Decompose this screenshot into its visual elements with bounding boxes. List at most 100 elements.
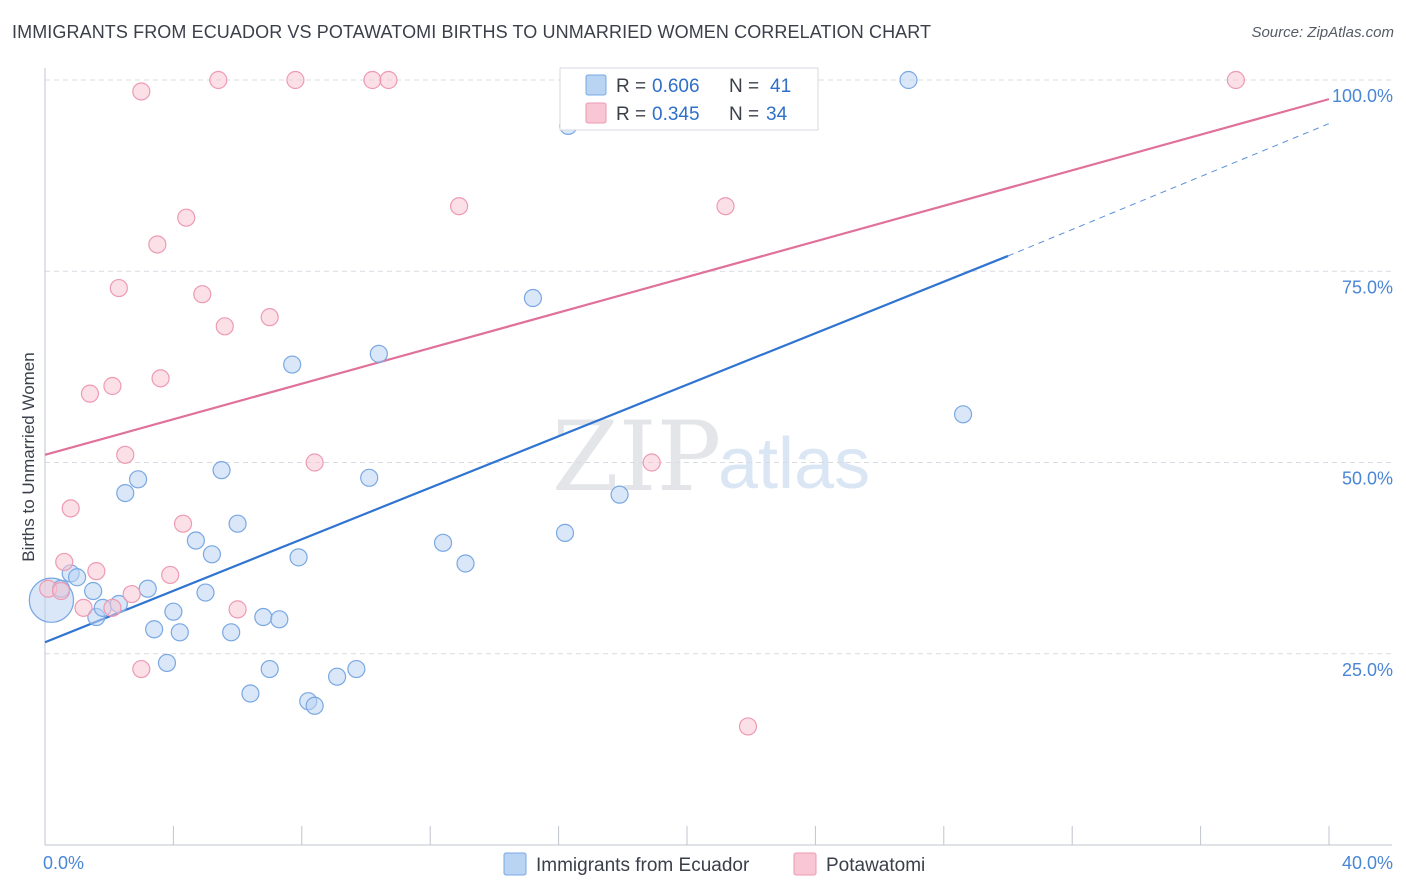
data-point-blue bbox=[433, 533, 453, 552]
data-point-pink bbox=[215, 317, 234, 336]
data-point-pink bbox=[87, 562, 106, 581]
data-point-pink bbox=[193, 285, 212, 304]
legend-r-value-pink: 0.345 bbox=[652, 104, 700, 125]
data-point-blue bbox=[170, 623, 189, 642]
data-point-pink bbox=[109, 278, 128, 298]
data-point-pink bbox=[55, 552, 74, 572]
axes bbox=[44, 68, 1392, 846]
data-point-blue bbox=[164, 602, 183, 621]
data-point-blue bbox=[116, 484, 135, 503]
series-legend-swatch-potawatomi bbox=[793, 852, 817, 876]
data-point-pink bbox=[228, 600, 247, 619]
y-axis-label: Births to Unmarried Women bbox=[19, 352, 38, 561]
chart-title: IMMIGRANTS FROM ECUADOR VS POTAWATOMI BI… bbox=[12, 22, 932, 42]
series-legend: Immigrants from Ecuador Potawatomi bbox=[503, 852, 925, 876]
series-potawatomi bbox=[39, 70, 1246, 736]
data-point-blue bbox=[523, 288, 543, 308]
watermark-zip: ZIP bbox=[552, 401, 721, 513]
legend-n-label-pink: N = bbox=[729, 104, 759, 125]
data-point-blue bbox=[202, 545, 222, 564]
data-point-pink bbox=[80, 384, 100, 403]
y-tick-labels: 25.0% 50.0% 75.0% 100.0% bbox=[1332, 86, 1393, 680]
data-point-blue bbox=[347, 659, 366, 679]
data-point-blue bbox=[128, 470, 148, 489]
data-point-blue bbox=[260, 659, 279, 679]
data-point-blue bbox=[241, 684, 260, 703]
data-point-pink bbox=[116, 445, 135, 464]
data-point-pink bbox=[103, 376, 122, 396]
trend-line-pink bbox=[44, 98, 1330, 456]
data-point-pink bbox=[449, 197, 469, 216]
data-point-pink bbox=[161, 565, 180, 585]
data-point-blue bbox=[157, 653, 177, 673]
data-point-pink bbox=[122, 584, 141, 604]
data-point-blue bbox=[212, 461, 231, 480]
data-point-blue bbox=[84, 581, 103, 601]
legend-r-value-blue: 0.606 bbox=[652, 76, 700, 97]
trend-lines bbox=[44, 98, 1330, 644]
data-point-blue bbox=[283, 355, 302, 374]
data-point-pink bbox=[177, 208, 196, 227]
data-point-blue bbox=[228, 514, 247, 533]
trend-line-extension-blue bbox=[1007, 123, 1330, 257]
data-point-blue bbox=[254, 607, 273, 627]
series-legend-swatch-ecuador bbox=[503, 852, 527, 876]
data-point-blue bbox=[289, 548, 308, 567]
legend-n-value-pink: 34 bbox=[766, 104, 788, 125]
data-point-blue bbox=[456, 554, 475, 573]
y-tick-label: 25.0% bbox=[1342, 660, 1393, 680]
data-point-blue bbox=[145, 620, 164, 639]
x-tick-label: 40.0% bbox=[1342, 853, 1393, 873]
data-point-blue bbox=[369, 344, 388, 363]
data-point-pink bbox=[642, 453, 661, 472]
data-point-pink bbox=[51, 581, 71, 601]
y-tick-label: 75.0% bbox=[1342, 277, 1393, 297]
legend-swatch-blue bbox=[585, 74, 607, 96]
data-point-pink bbox=[74, 598, 93, 617]
stats-legend: R = 0.606 N = 41 R = 0.345 N = 34 bbox=[559, 67, 819, 131]
data-point-pink bbox=[1226, 70, 1246, 90]
data-point-blue bbox=[138, 579, 157, 598]
data-point-pink bbox=[148, 235, 167, 254]
legend-swatch-pink bbox=[585, 102, 607, 124]
data-point-blue bbox=[67, 568, 87, 587]
series-immigrants-from-ecuador bbox=[28, 70, 973, 715]
gridlines bbox=[45, 79, 1392, 655]
data-point-pink bbox=[151, 369, 170, 388]
data-point-pink bbox=[209, 70, 228, 90]
trend-line-blue bbox=[44, 254, 1009, 644]
source-credit: Source: ZipAtlas.com bbox=[1251, 24, 1394, 41]
data-point-pink bbox=[379, 70, 398, 90]
legend-n-label-blue: N = bbox=[729, 76, 759, 97]
y-tick-label: 100.0% bbox=[1332, 86, 1393, 106]
data-point-pink bbox=[260, 308, 279, 327]
data-point-pink bbox=[61, 499, 80, 518]
x-tick-label: 0.0% bbox=[43, 853, 84, 873]
data-point-blue bbox=[953, 405, 973, 424]
data-point-pink bbox=[716, 197, 735, 216]
data-point-blue bbox=[555, 523, 575, 542]
data-point-pink bbox=[305, 453, 324, 472]
legend-r-label-blue: R = bbox=[616, 76, 646, 97]
data-point-pink bbox=[286, 70, 305, 90]
data-point-pink bbox=[738, 717, 758, 736]
legend-n-value-blue: 41 bbox=[770, 76, 791, 97]
data-point-blue bbox=[196, 583, 215, 602]
data-point-pink bbox=[132, 659, 151, 679]
data-point-blue bbox=[899, 70, 918, 90]
data-point-blue bbox=[222, 623, 241, 642]
data-point-pink bbox=[363, 70, 382, 90]
data-point-pink bbox=[103, 598, 122, 617]
series-legend-label-potawatomi: Potawatomi bbox=[826, 855, 925, 876]
data-point-blue bbox=[305, 696, 324, 715]
data-point-pink bbox=[173, 514, 193, 533]
x-tick-labels: 0.0% 40.0% bbox=[43, 853, 1393, 873]
data-point-blue bbox=[186, 531, 205, 550]
data-point-pink bbox=[132, 82, 151, 101]
series-legend-label-ecuador: Immigrants from Ecuador bbox=[536, 855, 750, 876]
data-point-blue bbox=[270, 610, 289, 629]
y-tick-label: 50.0% bbox=[1342, 469, 1393, 489]
data-point-blue bbox=[360, 468, 379, 487]
data-point-blue bbox=[610, 485, 629, 504]
watermark-atlas: atlas bbox=[718, 424, 870, 504]
